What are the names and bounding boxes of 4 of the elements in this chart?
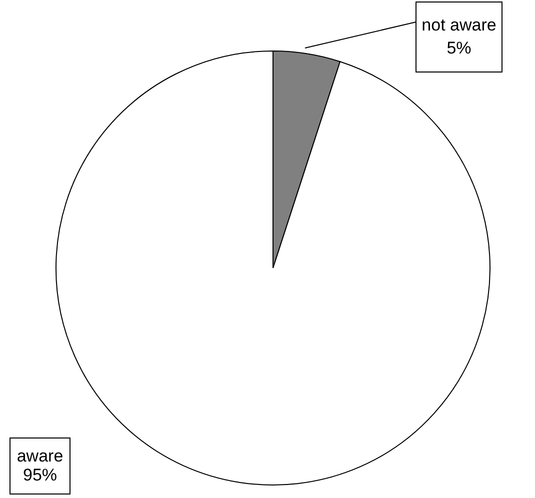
data-label: 95% [22, 465, 58, 484]
slice-label: not aware [422, 15, 496, 34]
data-label: 5% [446, 38, 472, 58]
slice-label: aware [16, 446, 64, 466]
